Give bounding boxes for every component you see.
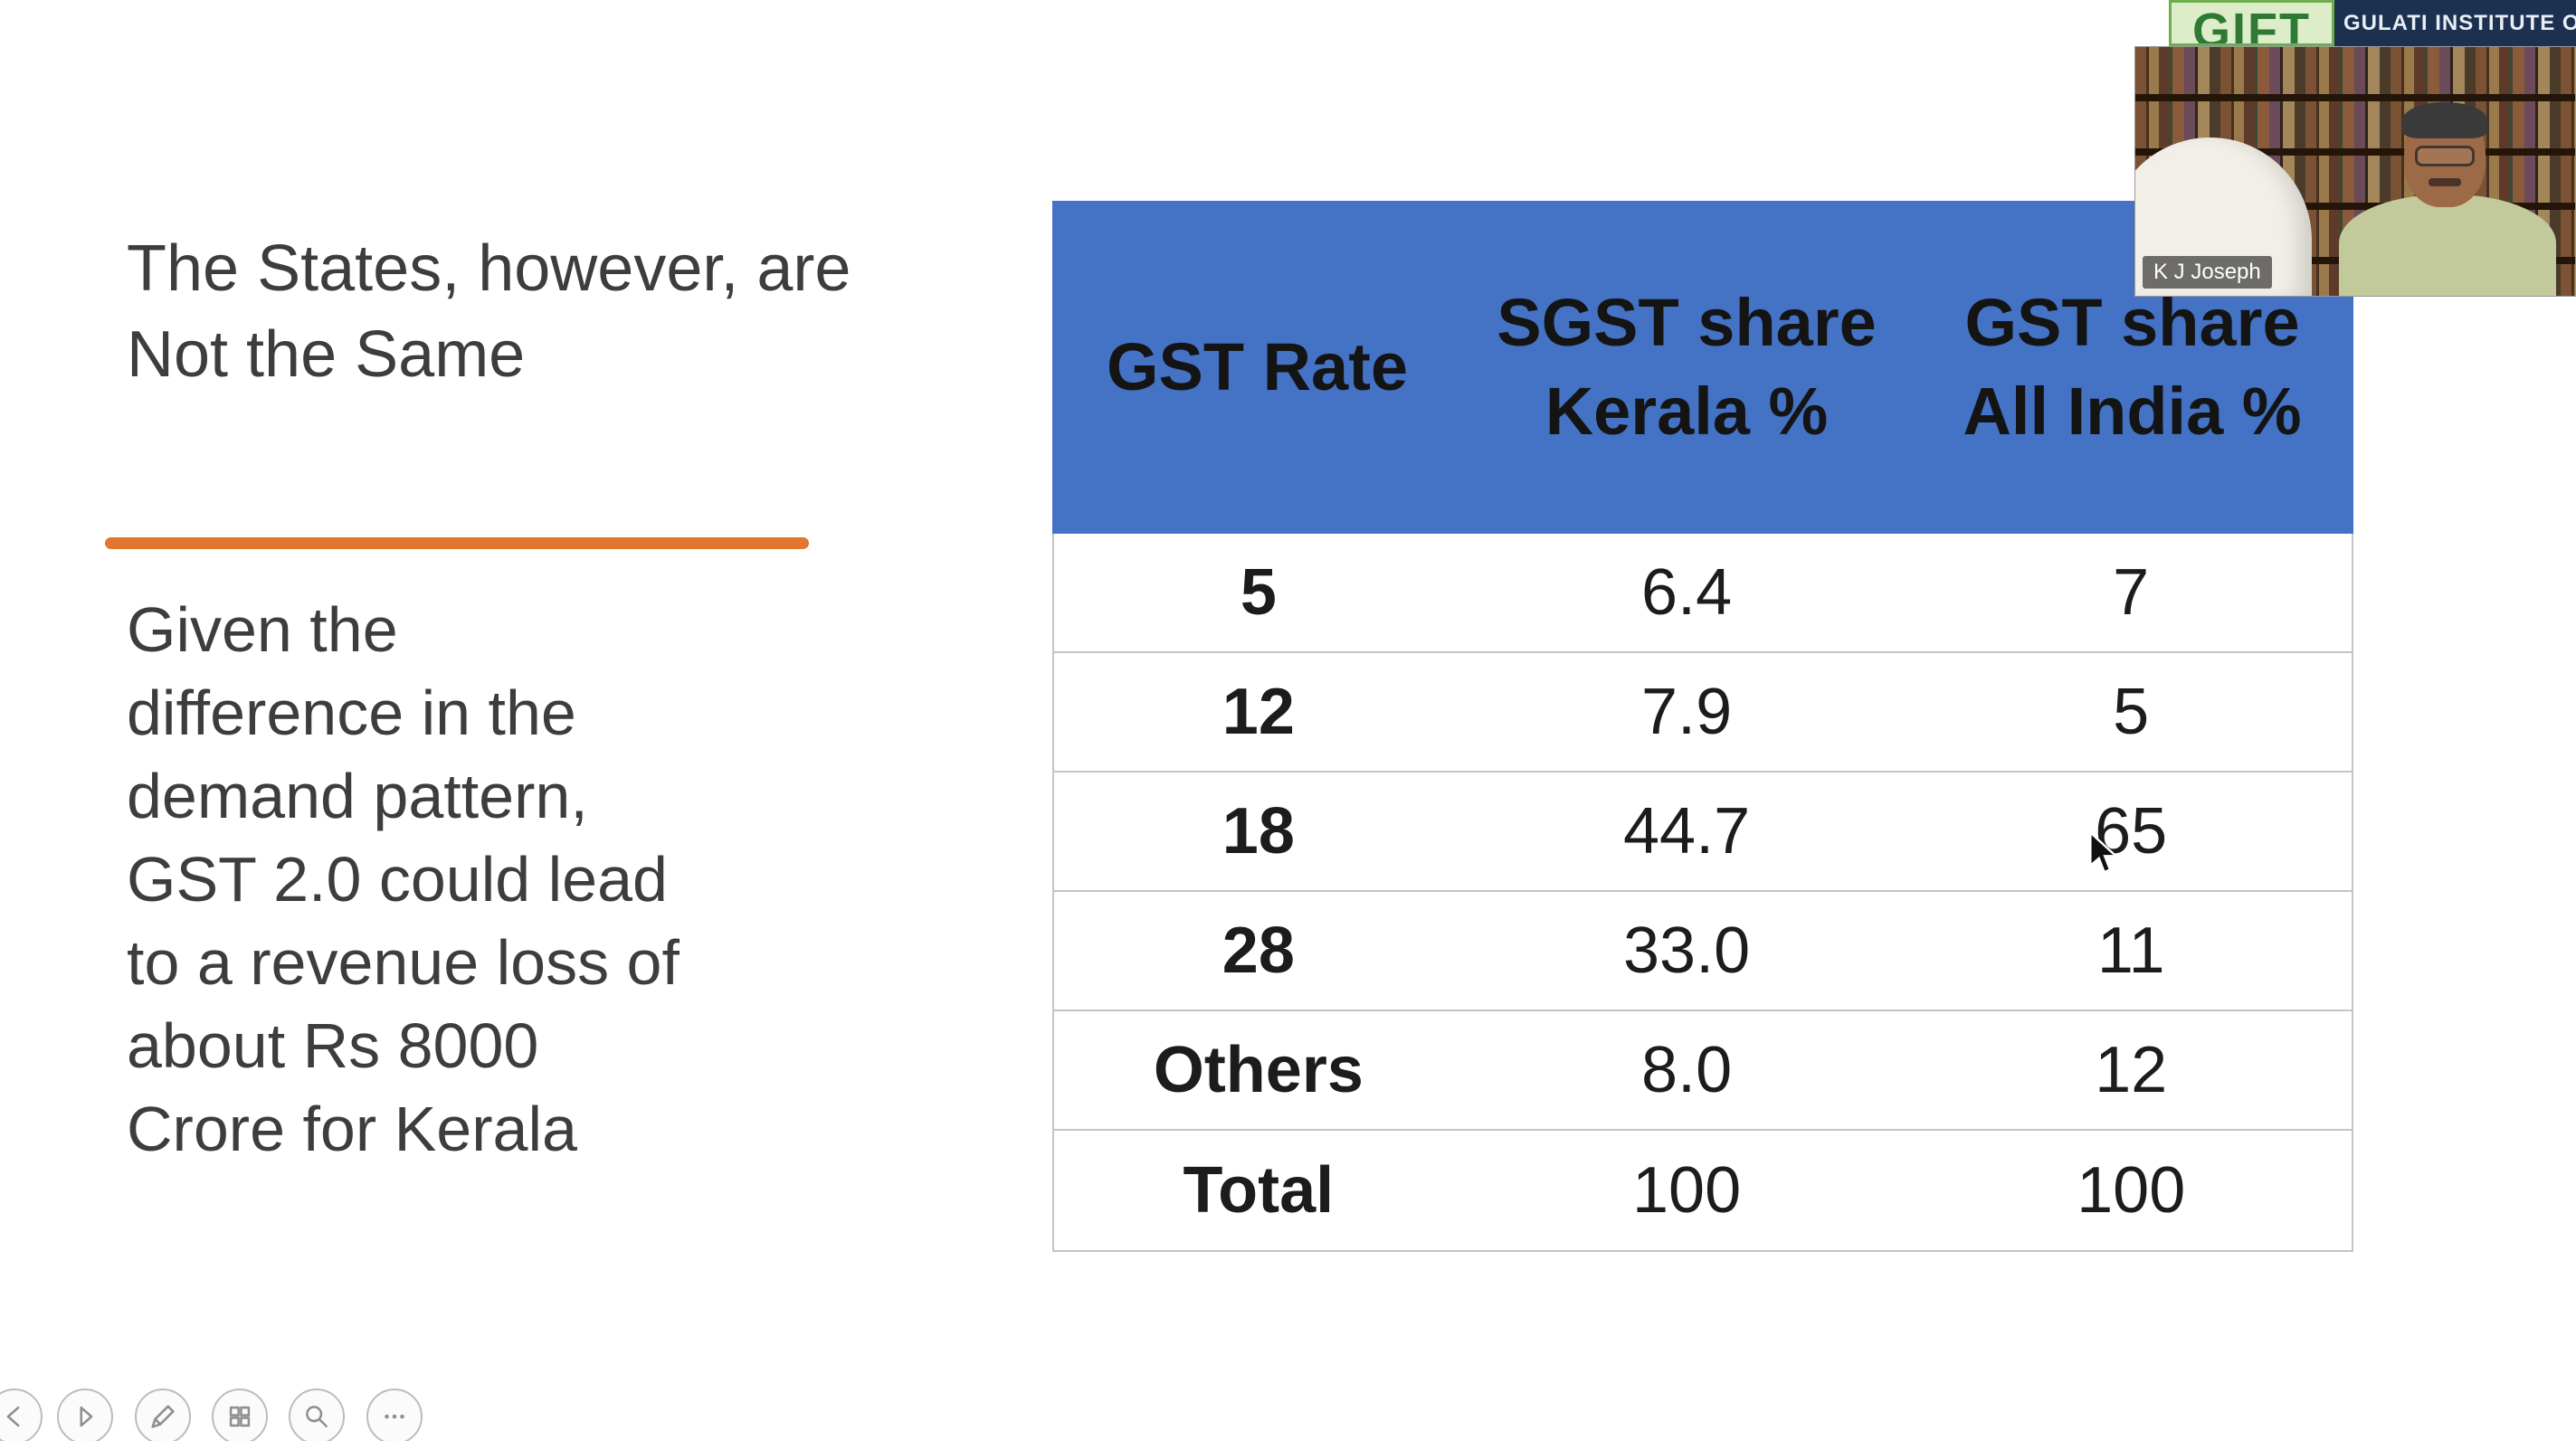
more-icon [385,1414,404,1419]
grid-icon [229,1406,251,1427]
table-row: Others 8.0 12 [1054,1011,2352,1131]
table-cell: Total [1183,1154,1335,1227]
table-header-cell: SGST share Kerala % [1462,201,1911,534]
table-header-cell: GST share All India % [1911,201,2353,534]
table-cell: 44.7 [1622,795,1751,867]
header-label: SGST share [1497,285,1877,360]
participant-name-badge: K J Joseph [2143,256,2272,289]
table-cell: 33.0 [1622,915,1751,987]
header-label: GST Rate [1106,329,1409,404]
institute-logo: GIFT [2169,0,2334,46]
header-sublabel: Kerala % [1545,374,1829,449]
table-header-cell: GST Rate [1052,201,1462,534]
institute-banner: GULATI INSTITUTE OF [2334,0,2576,46]
pen-button[interactable] [135,1389,191,1441]
slide-body-line: Given the [127,594,398,665]
next-icon [80,1406,93,1427]
table-cell: 5 [1240,556,1277,629]
grid-button[interactable] [212,1389,268,1441]
more-button[interactable] [366,1389,423,1441]
slide-title-line: The States, however, are [127,232,851,305]
slide-body-text: Given the difference in the demand pattern… [127,588,680,1171]
institute-banner-text: GULATI INSTITUTE OF [2343,10,2576,35]
table-row: Total 100 100 [1054,1131,2352,1250]
gst-table: GST Rate SGST share Kerala % GST share A… [1052,201,2353,1252]
table-row: 5 6.4 7 [1054,534,2352,653]
slide-title-line: Not the Same [127,318,526,391]
participant-torso [2339,194,2556,296]
webcam-video[interactable]: K J Joseph [2134,46,2576,297]
zoom-button[interactable] [289,1389,345,1441]
table-cell: 100 [2077,1154,2186,1227]
participant-person [2339,102,2556,296]
slide-body-line: about Rs 8000 [127,1010,539,1081]
header-sublabel: All India % [1963,374,2302,449]
table-cell: 5 [2113,676,2150,748]
slide-title: The States, however, are Not the Same [127,226,851,398]
accent-divider [105,537,809,549]
table-cell: 28 [1221,915,1295,987]
previous-slide-button[interactable] [0,1389,43,1441]
table-row: 28 33.0 11 [1054,892,2352,1011]
participant-head [2402,102,2487,207]
pen-icon [151,1405,175,1428]
table-cell: 18 [1221,795,1295,867]
table-cell: 8.0 [1641,1034,1733,1106]
table-cell: 12 [2095,1034,2168,1106]
zoom-icon [306,1406,328,1427]
table-cell: 7.9 [1641,676,1733,748]
table-cell: Others [1153,1034,1364,1106]
table-row: 18 44.7 65 [1054,773,2352,892]
table-cell: 6.4 [1641,556,1733,629]
table-cell: 7 [2113,556,2150,629]
slide-body-line: to a revenue loss of [127,927,680,998]
slide-body-line: difference in the [127,678,576,748]
table-body: 5 6.4 7 12 7.9 5 18 44.7 65 28 33.0 11 Others 8.0 12 To… [1052,534,2353,1252]
participant-hair [2402,102,2487,138]
slide-body-line: demand pattern, [127,761,588,831]
previous-icon [6,1406,20,1427]
table-cell: 100 [1631,1154,1742,1227]
institute-logo-monogram: GIFT [2192,4,2311,46]
header-label: GST share [1964,285,2300,360]
participant-glasses [2415,146,2475,166]
table-row: 12 7.9 5 [1054,653,2352,773]
next-slide-button[interactable] [57,1389,113,1441]
slide-body-line: GST 2.0 could lead [127,844,668,915]
table-cell: 65 [2095,795,2168,867]
table-cell: 12 [1221,676,1295,748]
table-cell: 11 [2096,915,2165,987]
slide-body-line: Crore for Kerala [127,1094,577,1164]
participant-mustache [2429,178,2461,186]
